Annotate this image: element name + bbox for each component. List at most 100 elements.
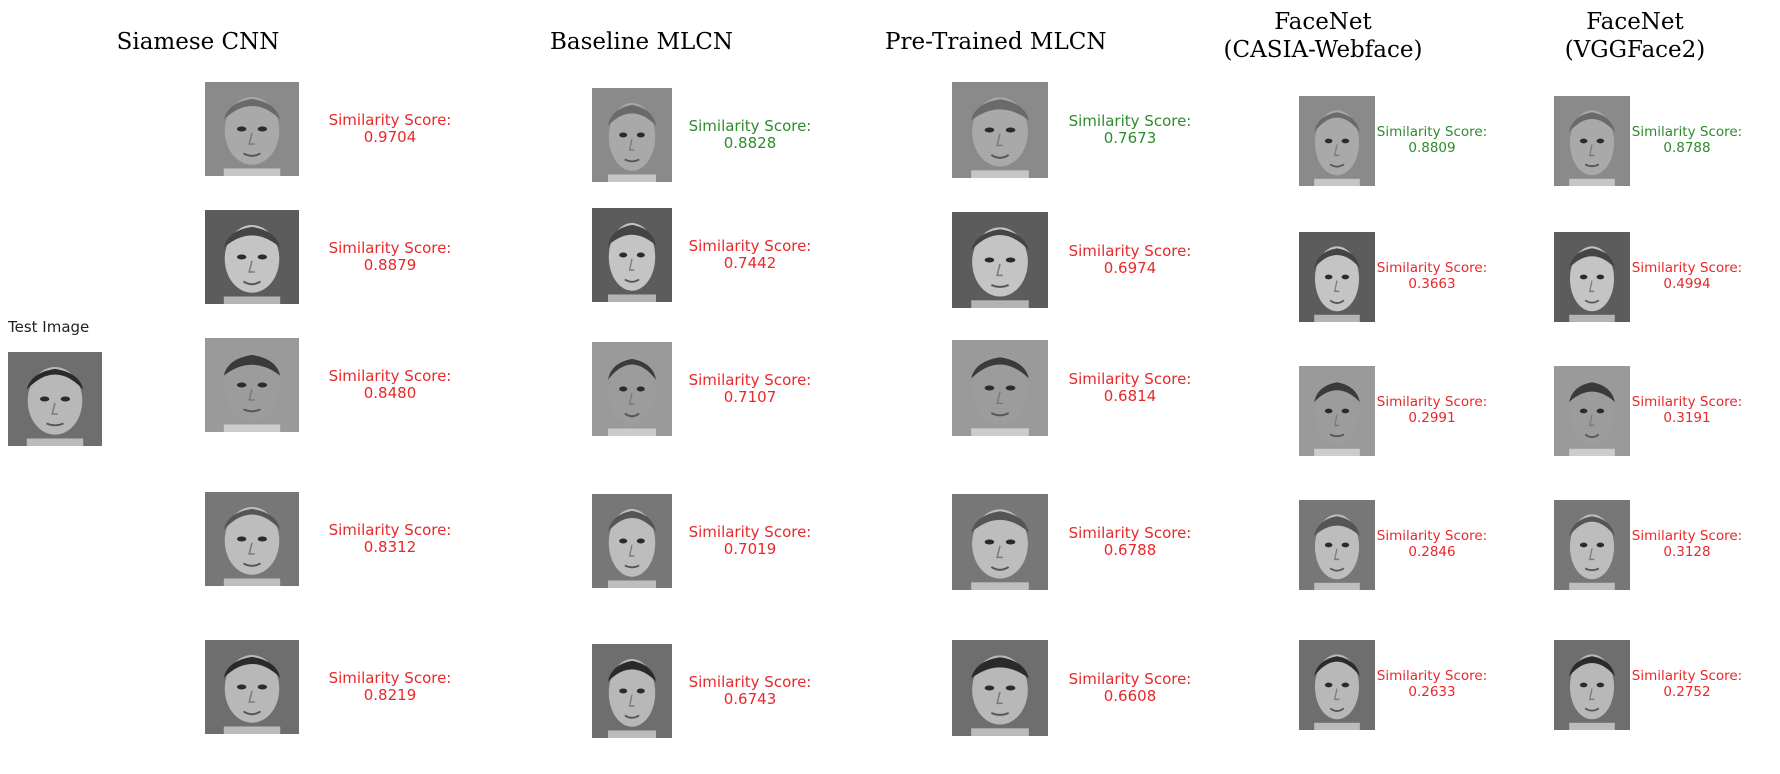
similarity-score-label: Similarity Score: [328,367,452,385]
similarity-score-label: Similarity Score: [1376,394,1488,410]
column-title-line: FaceNet [1274,9,1372,35]
column-title-line: Baseline MLCN [550,29,734,55]
similarity-score: Similarity Score: 0.7442 [670,238,830,272]
result-face-image [1554,500,1630,590]
similarity-score-value: 0.2991 [1408,410,1456,426]
similarity-score: Similarity Score: 0.3663 [1352,260,1512,292]
similarity-score: Similarity Score: 0.6814 [1050,371,1210,405]
similarity-score-value: 0.3663 [1408,276,1456,292]
result-face-image [592,494,672,588]
similarity-score: Similarity Score: 0.8312 [310,522,470,556]
similarity-score-label: Similarity Score: [1376,260,1488,276]
similarity-score-value: 0.8219 [363,686,417,704]
similarity-score-value: 0.6788 [1103,541,1157,559]
similarity-score: Similarity Score: 0.7019 [670,524,830,558]
similarity-score-label: Similarity Score: [1376,668,1488,684]
similarity-score: Similarity Score: 0.6788 [1050,525,1210,559]
similarity-score: Similarity Score: 0.7107 [670,372,830,406]
similarity-score-label: Similarity Score: [1068,524,1192,542]
similarity-score: Similarity Score: 0.2752 [1607,668,1767,700]
result-face-image [592,342,672,436]
similarity-score: Similarity Score: 0.9704 [310,112,470,146]
similarity-score: Similarity Score: 0.2991 [1352,394,1512,426]
similarity-score-value: 0.8809 [1408,140,1456,156]
similarity-score: Similarity Score: 0.8828 [670,118,830,152]
result-face-image [205,640,299,734]
similarity-score: Similarity Score: 0.7673 [1050,113,1210,147]
result-face-image [205,338,299,432]
column-title-line: (CASIA-Webface) [1223,37,1423,63]
similarity-score: Similarity Score: 0.6974 [1050,243,1210,277]
similarity-score-label: Similarity Score: [1631,528,1743,544]
similarity-score-value: 0.8480 [363,384,417,402]
similarity-score-value: 0.7673 [1103,129,1157,147]
similarity-score-value: 0.8312 [363,538,417,556]
similarity-score: Similarity Score: 0.8219 [310,670,470,704]
result-face-image [205,210,299,304]
similarity-score: Similarity Score: 0.8809 [1352,124,1512,156]
result-face-image [952,340,1048,436]
similarity-score: Similarity Score: 0.3128 [1607,528,1767,560]
similarity-score-label: Similarity Score: [1631,394,1743,410]
result-face-image [1299,640,1375,730]
similarity-score-label: Similarity Score: [1631,260,1743,276]
similarity-score: Similarity Score: 0.8879 [310,240,470,274]
result-face-image [1299,366,1375,456]
column-title-line: Siamese CNN [116,29,280,55]
result-face-image [1299,96,1375,186]
result-face-image [1554,366,1630,456]
test-image-label: Test Image [8,318,90,336]
result-face-image [592,88,672,182]
similarity-score-value: 0.7019 [723,540,777,558]
result-face-image [205,82,299,176]
result-face-image [952,82,1048,178]
similarity-score-label: Similarity Score: [688,237,812,255]
similarity-score-label: Similarity Score: [688,117,812,135]
similarity-score: Similarity Score: 0.3191 [1607,394,1767,426]
result-face-image [952,640,1048,736]
column-title-line: Pre-Trained MLCN [885,29,1107,55]
similarity-score-value: 0.2752 [1663,684,1711,700]
similarity-score-value: 0.8828 [723,134,777,152]
similarity-score-label: Similarity Score: [328,239,452,257]
similarity-score-value: 0.6743 [723,690,777,708]
result-face-image [1554,96,1630,186]
result-face-image [205,492,299,586]
similarity-score-value: 0.2633 [1408,684,1456,700]
result-face-image [1299,500,1375,590]
test-face-image [8,352,102,446]
column-title: Siamese CNN [113,28,283,108]
result-face-image [952,494,1048,590]
result-face-image [1554,640,1630,730]
similarity-score-label: Similarity Score: [688,673,812,691]
similarity-score: Similarity Score: 0.6608 [1050,671,1210,705]
similarity-score-value: 0.8879 [363,256,417,274]
similarity-score-label: Similarity Score: [1068,112,1192,130]
similarity-score-value: 0.9704 [363,128,417,146]
similarity-score-label: Similarity Score: [688,523,812,541]
similarity-score-label: Similarity Score: [1631,124,1743,140]
similarity-score-value: 0.4994 [1663,276,1711,292]
similarity-score-label: Similarity Score: [328,111,452,129]
result-face-image [952,212,1048,308]
column-title: FaceNet (VGGFace2) [1560,8,1710,88]
similarity-score: Similarity Score: 0.8788 [1607,124,1767,156]
similarity-score-label: Similarity Score: [1376,528,1488,544]
column-title-line: (VGGFace2) [1564,37,1706,63]
similarity-score-value: 0.3191 [1663,410,1711,426]
similarity-score: Similarity Score: 0.4994 [1607,260,1767,292]
result-face-image [1554,232,1630,322]
similarity-score-label: Similarity Score: [1068,370,1192,388]
similarity-score: Similarity Score: 0.6743 [670,674,830,708]
similarity-score-label: Similarity Score: [1068,670,1192,688]
result-face-image [1299,232,1375,322]
similarity-score-label: Similarity Score: [688,371,812,389]
similarity-score-label: Similarity Score: [328,669,452,687]
similarity-score-value: 0.6608 [1103,687,1157,705]
similarity-score-value: 0.8788 [1663,140,1711,156]
similarity-score-label: Similarity Score: [328,521,452,539]
result-face-image [592,644,672,738]
similarity-score-label: Similarity Score: [1631,668,1743,684]
similarity-score: Similarity Score: 0.2633 [1352,668,1512,700]
similarity-score-label: Similarity Score: [1376,124,1488,140]
